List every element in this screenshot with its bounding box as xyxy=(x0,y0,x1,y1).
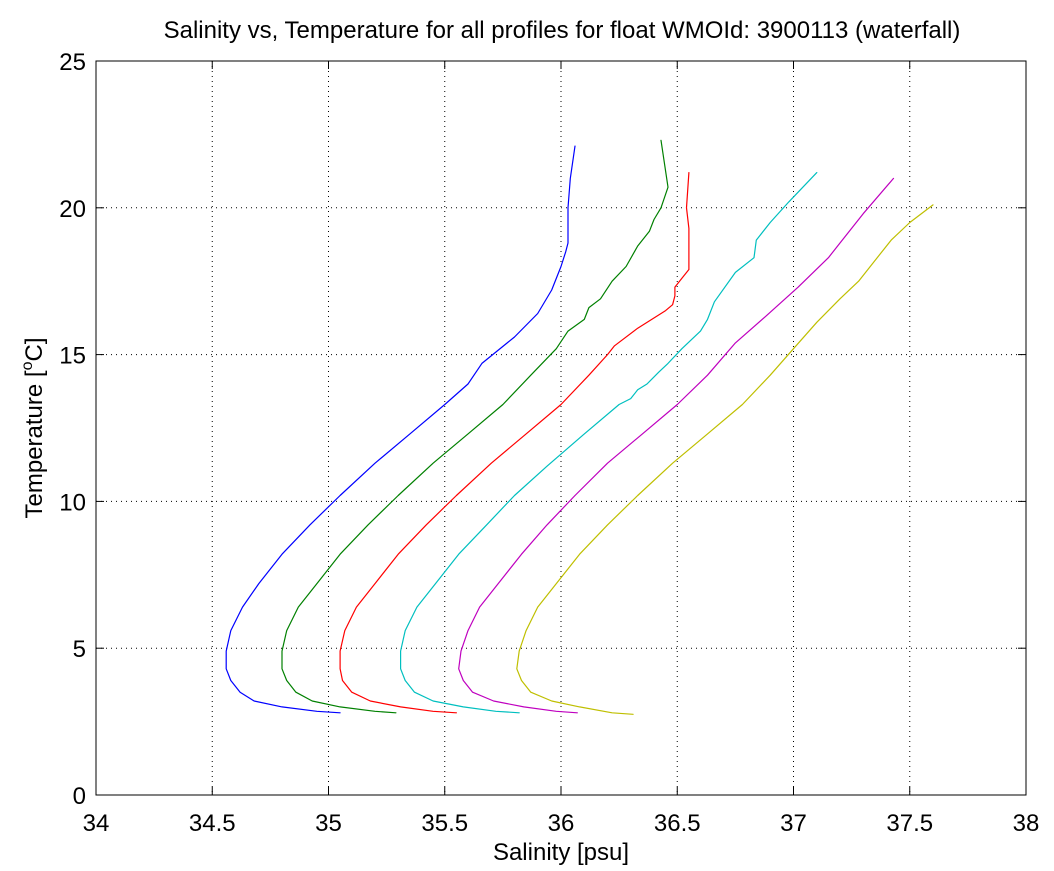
x-tick-label: 38 xyxy=(1013,810,1040,837)
y-tick-label: 10 xyxy=(59,489,86,516)
y-axis-label-main: Temperature [ xyxy=(21,370,48,518)
series-line-2 xyxy=(281,139,669,714)
x-axis-label: Salinity [psu] xyxy=(493,839,629,866)
grid xyxy=(96,61,1026,795)
y-axis-label: Temperature [oC] xyxy=(19,338,48,519)
y-tick-label: 15 xyxy=(59,343,86,370)
y-tick-label: 20 xyxy=(59,196,86,223)
series-line-5 xyxy=(458,177,895,714)
x-tick-label: 37.5 xyxy=(886,810,933,837)
series-group xyxy=(225,139,934,715)
y-tick-label: 0 xyxy=(73,783,86,810)
x-tick-label: 35 xyxy=(315,810,342,837)
y-tick-label: 25 xyxy=(59,49,86,76)
y-tick-label: 5 xyxy=(73,636,86,663)
x-tick-label: 37 xyxy=(780,810,807,837)
series-line-4 xyxy=(400,172,818,714)
x-tick-label: 34.5 xyxy=(189,810,236,837)
x-tick-label: 36.5 xyxy=(654,810,701,837)
chart-title: Salinity vs, Temperature for all profile… xyxy=(164,17,961,44)
x-tick-label: 36 xyxy=(548,810,575,837)
y-axis-label-superscript: o xyxy=(19,361,36,370)
ticks: 34 34.5 35 35.5 36 36.5 37 37.5 38 0 5 10 15 20 25 xyxy=(59,49,1039,837)
series-line-1 xyxy=(225,145,576,714)
series-line-3 xyxy=(339,172,690,714)
series-line-6 xyxy=(516,204,934,715)
x-tick-label: 35.5 xyxy=(421,810,468,837)
x-tick-label: 34 xyxy=(83,810,110,837)
y-axis-label-tail: C] xyxy=(21,338,48,362)
